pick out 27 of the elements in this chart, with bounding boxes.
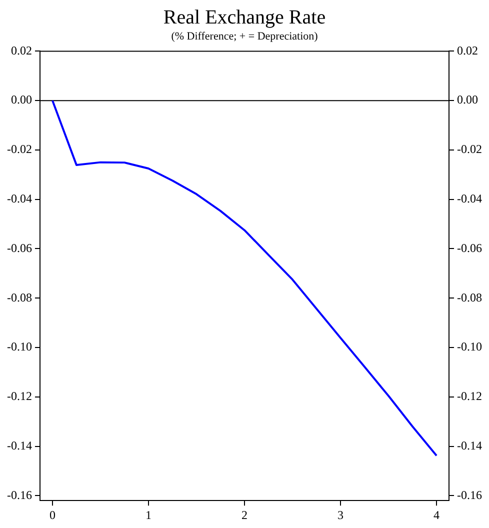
chart-title: Real Exchange Rate [163,6,326,28]
y2-tick-label: -0.16 [457,488,482,502]
y-tick-label: -0.08 [6,290,32,304]
y-tick-label: -0.16 [6,488,32,502]
y-tick-label: -0.02 [6,142,32,156]
y-tick-label: 0.02 [10,43,32,58]
x-tick-label: 3 [338,508,344,522]
y-tick-label: -0.12 [6,389,32,404]
y2-tick-label: -0.12 [457,389,482,404]
y2-tick-label: -0.14 [457,438,482,452]
y2-tick-label: -0.02 [457,142,482,156]
x-tick-label: 1 [145,508,152,522]
y-tick-label: -0.06 [6,240,32,255]
y2-tick-label: -0.08 [457,290,482,304]
y2-tick-label: 0.02 [457,43,478,58]
x-tick-label: 2 [242,508,248,522]
y-tick-label: -0.14 [6,438,32,452]
y2-tick-label: -0.10 [457,340,482,354]
y2-tick-label: 0.00 [457,92,478,107]
y-tick-label: -0.04 [6,192,32,206]
y2-tick-label: -0.04 [457,192,482,206]
y-tick-label: -0.10 [6,340,32,354]
chart-subtitle: (% Difference; + = Depreciation) [171,30,318,42]
y-tick-label: 0.00 [10,92,32,107]
x-tick-label: 4 [434,508,440,522]
y2-tick-label: -0.06 [457,240,482,255]
x-tick-label: 0 [49,508,56,522]
